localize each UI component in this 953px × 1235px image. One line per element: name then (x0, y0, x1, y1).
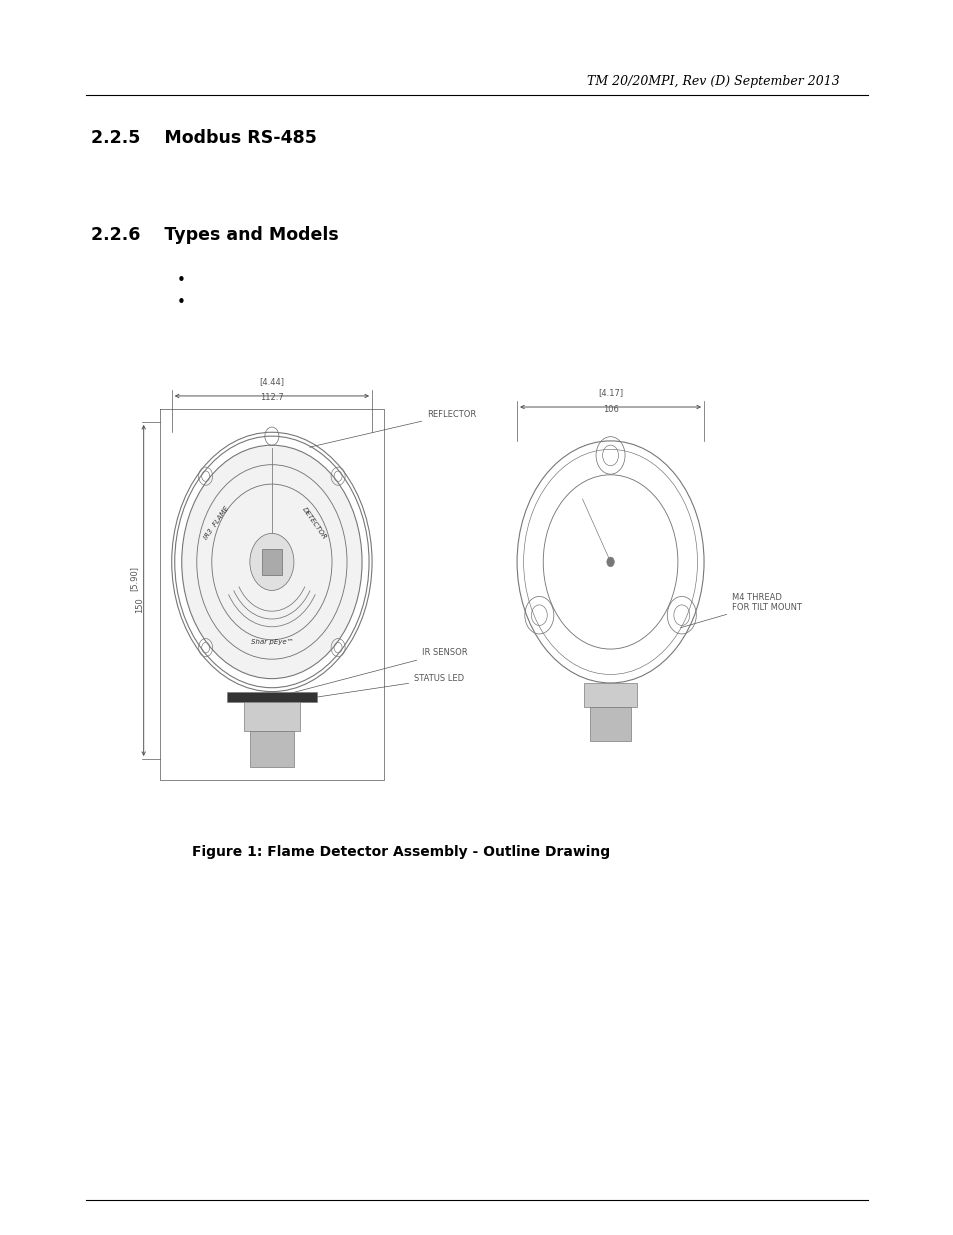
Bar (250, 731, 294, 767)
Bar (244, 701, 299, 730)
Text: Figure 1: Flame Detector Assembly - Outline Drawing: Figure 1: Flame Detector Assembly - Outl… (192, 845, 609, 860)
Text: 2.2.6    Types and Models: 2.2.6 Types and Models (91, 226, 338, 243)
Text: IR3  FLAME: IR3 FLAME (203, 505, 231, 541)
Text: STATUS LED: STATUS LED (270, 674, 464, 704)
Bar (584, 683, 636, 708)
Text: 112.7: 112.7 (260, 394, 283, 403)
Text: 150: 150 (135, 598, 144, 613)
Text: •: • (176, 295, 185, 310)
Text: REFLECTOR: REFLECTOR (310, 410, 476, 447)
Bar (261, 548, 281, 574)
Circle shape (181, 446, 361, 679)
Circle shape (250, 534, 294, 590)
Bar (589, 708, 631, 741)
Text: 106: 106 (602, 405, 618, 414)
Text: •: • (176, 273, 185, 288)
Bar (227, 692, 316, 701)
Text: [4.44]: [4.44] (259, 377, 284, 387)
Text: TM 20/20MPI, Rev (D) September 2013: TM 20/20MPI, Rev (D) September 2013 (586, 75, 839, 89)
Text: DETECTOR: DETECTOR (300, 506, 327, 540)
Text: Shar pEye™: Shar pEye™ (251, 640, 293, 646)
Text: M4 THREAD
FOR TILT MOUNT: M4 THREAD FOR TILT MOUNT (679, 593, 801, 627)
Text: IR SENSOR: IR SENSOR (290, 648, 467, 694)
Text: 2.2.5    Modbus RS-485: 2.2.5 Modbus RS-485 (91, 130, 316, 147)
Text: [4.17]: [4.17] (598, 388, 622, 398)
Circle shape (606, 557, 614, 567)
Text: [5.90]: [5.90] (130, 566, 138, 590)
